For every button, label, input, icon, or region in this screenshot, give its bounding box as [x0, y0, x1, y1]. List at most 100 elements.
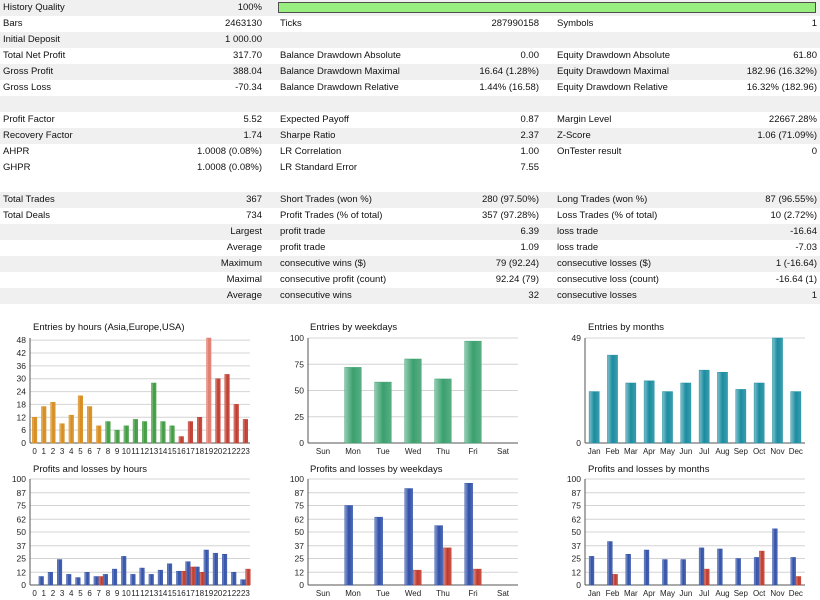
stat-value: 16.32% (182.96) — [746, 82, 817, 93]
stat-value: -70.34 — [235, 82, 262, 93]
history-quality-row: History Quality 100% — [0, 0, 820, 16]
chart-bar — [93, 576, 99, 586]
chart-bar — [735, 558, 741, 586]
x-tick-label: 22 — [232, 589, 241, 598]
stats-row: Initial Deposit 1 000.00 — [0, 32, 820, 48]
stats-row: Bars 2463130 Ticks 287990158 Symbols 1 — [0, 16, 820, 32]
y-tick-label: 12 — [295, 567, 305, 577]
stat-label: AHPR — [3, 146, 30, 157]
y-tick-label: 100 — [290, 333, 304, 343]
stat-value: 1.00 — [520, 146, 540, 157]
chart-bar — [105, 421, 111, 444]
chart-bar — [735, 389, 747, 444]
x-tick-label: May — [660, 589, 675, 598]
chart-bar — [167, 563, 173, 586]
stat-label: Total Deals — [3, 210, 50, 221]
chart-bar — [643, 549, 650, 586]
stat-value: 2.37 — [520, 130, 540, 141]
x-tick-label: Mar — [624, 589, 638, 598]
x-tick-label: Mon — [345, 447, 361, 456]
stat-label: profit trade — [280, 242, 326, 253]
stats-row: Profit Factor 5.52 Expected Payoff 0.87 Marg… — [0, 112, 820, 128]
chart-bar — [77, 395, 83, 444]
chart-bar — [98, 576, 104, 586]
chart-bar — [139, 567, 145, 586]
y-tick-label: 75 — [17, 501, 27, 511]
y-tick-label: 0 — [21, 438, 26, 448]
stat-label: Equity Drawdown Absolute — [557, 50, 671, 61]
stat-value: 0 — [811, 146, 817, 157]
x-tick-label: Aug — [715, 447, 729, 456]
stat-label: Short Trades (won %) — [280, 194, 372, 205]
chart-bar — [245, 568, 251, 586]
chart-bar — [607, 541, 613, 586]
stat-label: Loss Trades (% of total) — [557, 210, 658, 221]
chart-bar — [96, 425, 102, 444]
x-tick-label: Jun — [679, 447, 692, 456]
chart-bar — [57, 559, 63, 586]
stat-value: 1 000.00 — [225, 34, 262, 45]
chart-bar — [203, 549, 209, 586]
chart-bar — [130, 574, 136, 586]
stat-label: Profit Factor — [3, 114, 55, 125]
chart-title: Entries by months — [588, 322, 664, 333]
stat-value: 317.70 — [232, 50, 262, 61]
x-tick-label: Jul — [699, 589, 709, 598]
x-tick-label: 18 — [195, 447, 204, 456]
x-tick-label: Thu — [436, 589, 450, 598]
stat-label: profit trade — [280, 226, 326, 237]
x-tick-label: Sat — [497, 589, 510, 598]
chart-bar — [197, 417, 203, 444]
chart-bar — [753, 382, 765, 444]
y-tick-label: 0 — [299, 438, 304, 448]
y-tick-label: 0 — [576, 438, 581, 448]
x-tick-label: Mon — [345, 589, 361, 598]
x-tick-label: 15 — [168, 589, 177, 598]
stat-label: Gross Profit — [3, 66, 54, 77]
x-tick-label: Sun — [316, 589, 330, 598]
x-tick-label: 12 — [140, 447, 149, 456]
stats-row: Recovery Factor 1.74 Sharpe Ratio 2.37 Z-Sco… — [0, 128, 820, 144]
x-tick-label: 19 — [204, 589, 213, 598]
chart-bar — [212, 552, 218, 586]
stat-value: 182.96 (16.32%) — [746, 66, 817, 77]
chart-bar — [187, 421, 193, 444]
stat-label: consecutive profit (count) — [280, 274, 387, 285]
x-tick-label: 14 — [158, 447, 167, 456]
stat-value: Average — [226, 242, 262, 253]
stat-value: 16.64 (1.28%) — [479, 66, 539, 77]
chart-bar — [240, 579, 246, 586]
chart-bar — [588, 391, 600, 444]
history-quality-label: History Quality — [3, 2, 65, 13]
y-tick-label: 49 — [572, 333, 582, 343]
y-tick-label: 50 — [17, 527, 27, 537]
x-tick-label: 10 — [122, 589, 131, 598]
stat-label: Total Trades — [3, 194, 55, 205]
chart-bar — [790, 391, 802, 444]
chart-bar — [717, 548, 723, 586]
stat-value: Maximal — [226, 274, 262, 285]
x-tick-label: Jul — [699, 447, 709, 456]
chart-bar — [753, 557, 760, 586]
chart-bar — [151, 382, 157, 444]
x-tick-label: Sep — [734, 447, 749, 456]
chart-bar — [607, 354, 618, 444]
x-tick-label: Aug — [715, 589, 729, 598]
stat-value: 1.0008 (0.08%) — [197, 146, 262, 157]
chart-bar — [434, 378, 452, 444]
x-tick-label: 4 — [69, 447, 74, 456]
stat-value: 1 — [811, 290, 817, 301]
x-tick-label: Feb — [606, 589, 620, 598]
stats-row: Gross Profit 388.04 Balance Drawdown Maxim… — [0, 64, 820, 80]
stats-row: AHPR 1.0008 (0.08%) LR Correlation 1.00 OnTe… — [0, 144, 820, 160]
chart-bar — [41, 406, 47, 444]
chart-bar — [625, 554, 631, 586]
x-tick-label: Nov — [770, 447, 784, 456]
stat-label: consecutive loss (count) — [557, 274, 659, 285]
stat-label: Balance Drawdown Relative — [280, 82, 399, 93]
stat-label: Expected Payoff — [280, 114, 350, 125]
x-tick-label: 22 — [232, 447, 241, 456]
x-tick-label: 6 — [87, 589, 92, 598]
y-tick-label: 0 — [21, 580, 26, 590]
